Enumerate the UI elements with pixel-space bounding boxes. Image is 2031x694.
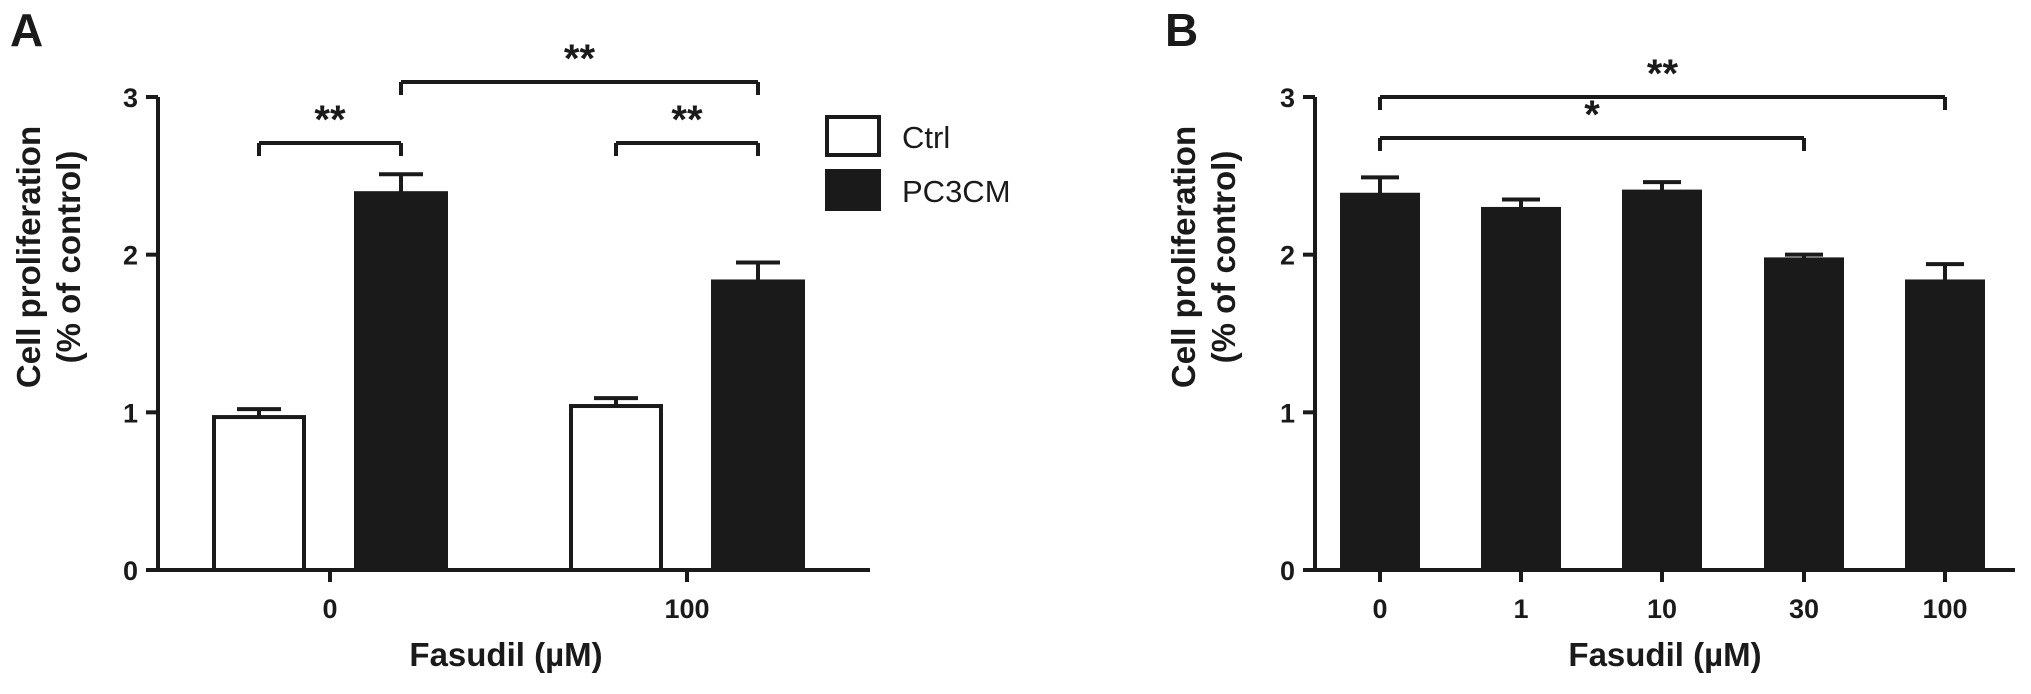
panel-a-bar-ctrl-100	[569, 404, 663, 572]
panel-b-significance-0-label: *	[1584, 93, 1600, 137]
panel-a-y-tick-label-1: 1	[123, 398, 138, 428]
legend-swatch-pc3cm	[825, 169, 881, 211]
panel-b-y-tick-label-2: 2	[1280, 241, 1295, 271]
panel-a-y-tick-label-2: 2	[123, 241, 138, 271]
panel-a-significance-2-label: **	[671, 98, 703, 142]
panel-a-y-axis-label-line1: Cell proliferation	[10, 126, 47, 388]
panel-b-bar-0	[1340, 192, 1420, 572]
panel-a-y-axis-label-line2: (% of control)	[50, 151, 87, 364]
legend-swatch-ctrl	[825, 115, 881, 157]
panel-b-x-tick-label-4: 100	[1922, 594, 1967, 624]
panel-a-legend: Ctrl PC3CM	[825, 115, 1011, 211]
panel-a-x-tick-label-0: 0	[322, 594, 337, 624]
panel-a-bar-ctrl-0	[212, 415, 306, 572]
panel-b-y-tick-label-3: 3	[1280, 83, 1295, 113]
panel-b-x-tick-label-1: 1	[1513, 594, 1528, 624]
panel-b-x-tick-label-2: 10	[1647, 594, 1677, 624]
panel-b-bar-1	[1481, 206, 1561, 572]
panel-a-significance-1-label: **	[564, 37, 596, 81]
panel-b-x-tick-label-0: 0	[1372, 594, 1387, 624]
panel-b-y-axis-label-line1: Cell proliferation	[1165, 126, 1202, 388]
panel-b-y-axis-label-line2: (% of control)	[1205, 151, 1242, 364]
panel-letter-a: A	[10, 4, 43, 56]
panel-letter-b: B	[1165, 4, 1198, 56]
panel-b-y-tick-label-0: 0	[1280, 556, 1295, 586]
panel-b-bar-100	[1905, 279, 1985, 572]
legend-label-pc3cm: PC3CM	[902, 174, 1011, 209]
panel-a-significance-0-label: **	[314, 98, 346, 142]
panel-a-chart: Cell proliferation (% of control) Fasudi…	[10, 37, 1011, 673]
legend-label-ctrl: Ctrl	[902, 120, 950, 155]
panel-b-bar-10	[1622, 189, 1702, 572]
panel-a-bar-pc3cm-0	[354, 191, 448, 572]
panel-b-chart: Cell proliferation (% of control) Fasudi…	[1165, 52, 2015, 673]
panel-a-y-tick-label-0: 0	[123, 556, 138, 586]
panel-b-x-axis-label: Fasudil (µM)	[1568, 636, 1761, 673]
panel-a-y-tick-label-3: 3	[123, 83, 138, 113]
panel-a-bar-pc3cm-100	[711, 279, 805, 572]
panel-b-y-tick-label-1: 1	[1280, 398, 1295, 428]
panel-b-x-tick-label-3: 30	[1789, 594, 1819, 624]
panel-b-bar-30	[1764, 257, 1844, 572]
panel-a-x-tick-label-1: 100	[664, 594, 709, 624]
panel-a-x-axis-label: Fasudil (µM)	[409, 636, 602, 673]
panel-b-significance-1-label: **	[1647, 52, 1679, 96]
